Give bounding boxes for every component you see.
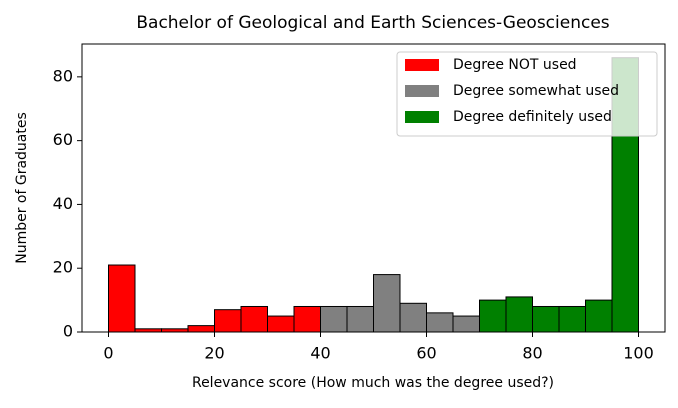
y-tick-label: 20	[53, 258, 73, 277]
y-axis-label: Number of Graduates	[14, 112, 30, 264]
legend-label: Degree NOT used	[453, 57, 577, 73]
bar	[214, 309, 242, 333]
y-tick-label: 60	[53, 130, 73, 149]
x-tick-label: 100	[623, 344, 654, 363]
bar	[108, 264, 136, 333]
x-tick-label: 80	[522, 344, 542, 363]
bar	[267, 315, 295, 333]
bar	[399, 302, 427, 333]
x-axis-label: Relevance score (How much was the degree…	[192, 375, 554, 391]
bar	[426, 312, 454, 333]
x-tick-label: 60	[416, 344, 436, 363]
chart-title: Bachelor of Geological and Earth Science…	[136, 13, 609, 33]
y-tick-label: 0	[63, 322, 73, 341]
x-tick-label: 0	[103, 344, 113, 363]
x-tick-label: 40	[310, 344, 330, 363]
bar	[373, 274, 401, 333]
legend-swatch	[405, 59, 439, 71]
bar	[479, 299, 507, 333]
bar	[187, 325, 215, 333]
legend	[396, 51, 658, 137]
bar	[532, 305, 560, 333]
bar	[585, 299, 613, 333]
legend-swatch	[405, 111, 439, 123]
bar	[558, 305, 586, 333]
x-tick-label: 20	[204, 344, 224, 363]
bar	[240, 305, 268, 333]
bar	[293, 305, 321, 333]
y-tick-label: 80	[53, 66, 73, 85]
bar	[505, 296, 533, 333]
y-tick-label: 40	[53, 194, 73, 213]
plot-frame	[81, 43, 666, 333]
legend-label: Degree definitely used	[453, 109, 612, 125]
bar	[452, 315, 480, 333]
bar	[346, 305, 374, 333]
bar	[320, 305, 348, 333]
legend-label: Degree somewhat used	[453, 83, 619, 99]
legend-swatch	[405, 85, 439, 97]
